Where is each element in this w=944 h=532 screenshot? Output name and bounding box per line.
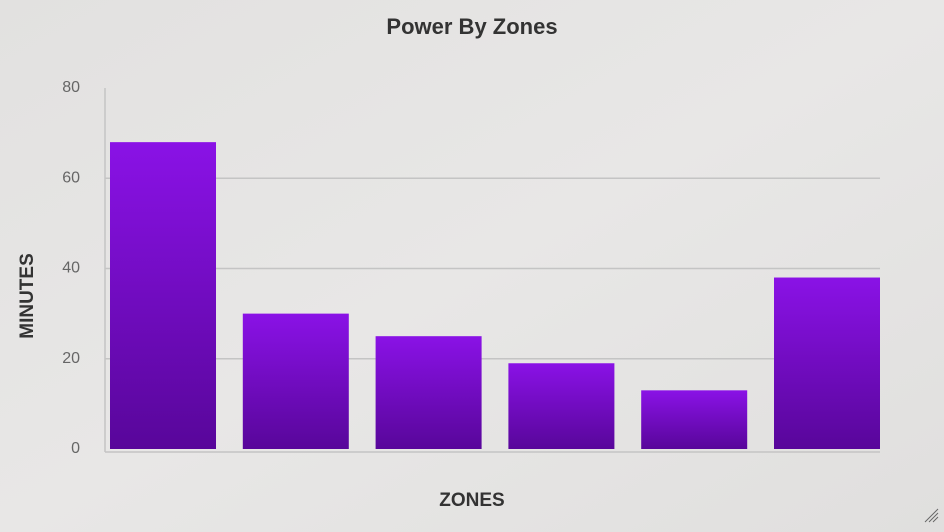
bar (110, 142, 216, 449)
bar (774, 277, 880, 449)
bar (375, 336, 482, 449)
bar (508, 363, 615, 449)
resize-handle[interactable] (924, 508, 939, 523)
y-tick-label: 60 (62, 169, 80, 186)
bar (242, 313, 349, 449)
y-tick-label: 40 (62, 260, 80, 277)
y-tick-label: 80 (62, 79, 80, 96)
y-tick-label: 20 (62, 350, 80, 367)
y-tick-label: 0 (71, 440, 80, 457)
chart-title: Power By Zones (386, 14, 557, 39)
y-axis-label: MINUTES (17, 253, 38, 339)
x-axis-label: ZONES (439, 490, 504, 511)
bar (641, 390, 748, 449)
